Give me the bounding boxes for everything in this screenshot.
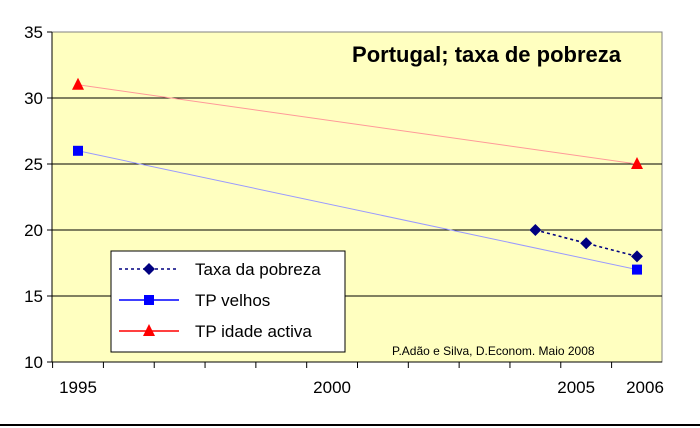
- legend-label-2: TP idade activa: [195, 322, 312, 341]
- ytick-label-25: 25: [24, 155, 43, 174]
- series-line-2: [77, 84, 638, 165]
- legend-marker-0: [143, 263, 155, 275]
- source-annotation: P.Adão e Silva, D.Econom. Maio 2008: [392, 344, 595, 358]
- data-point-series-0: [631, 250, 643, 263]
- data-point-series-0: [580, 237, 593, 250]
- tick-labels: 10 15 20 25 30 35 1995 2000 2005 2006: [24, 23, 664, 397]
- xtick-label-2000: 2000: [313, 378, 351, 397]
- legend: Taxa da pobreza TP velhos TP idade activa: [110, 250, 346, 353]
- data-point-series-1: [73, 145, 83, 156]
- legend-marker-2: [143, 324, 155, 336]
- xtick-label-2005: 2005: [557, 378, 595, 397]
- data-point-series-2: [631, 157, 643, 169]
- ytick-label-15: 15: [24, 287, 43, 306]
- legend-label-1: TP velhos: [195, 291, 270, 310]
- data-point-series-0: [529, 224, 542, 236]
- xtick-label-2006: 2006: [626, 378, 664, 397]
- ytick-label-35: 35: [24, 23, 43, 42]
- series-line-1: [77, 150, 638, 271]
- ytick-label-10: 10: [24, 353, 43, 372]
- legend-marker-1: [144, 295, 154, 305]
- ytick-label-20: 20: [24, 221, 43, 240]
- legend-label-0: Taxa da pobreza: [195, 260, 321, 279]
- axes: [47, 31, 662, 368]
- data-point-series-1: [632, 264, 642, 275]
- chart-title: Portugal; taxa de pobreza: [352, 42, 622, 67]
- data-point-series-2: [72, 77, 84, 90]
- ytick-label-30: 30: [24, 89, 43, 108]
- series-layer: [72, 77, 643, 275]
- xtick-label-1995: 1995: [59, 378, 97, 397]
